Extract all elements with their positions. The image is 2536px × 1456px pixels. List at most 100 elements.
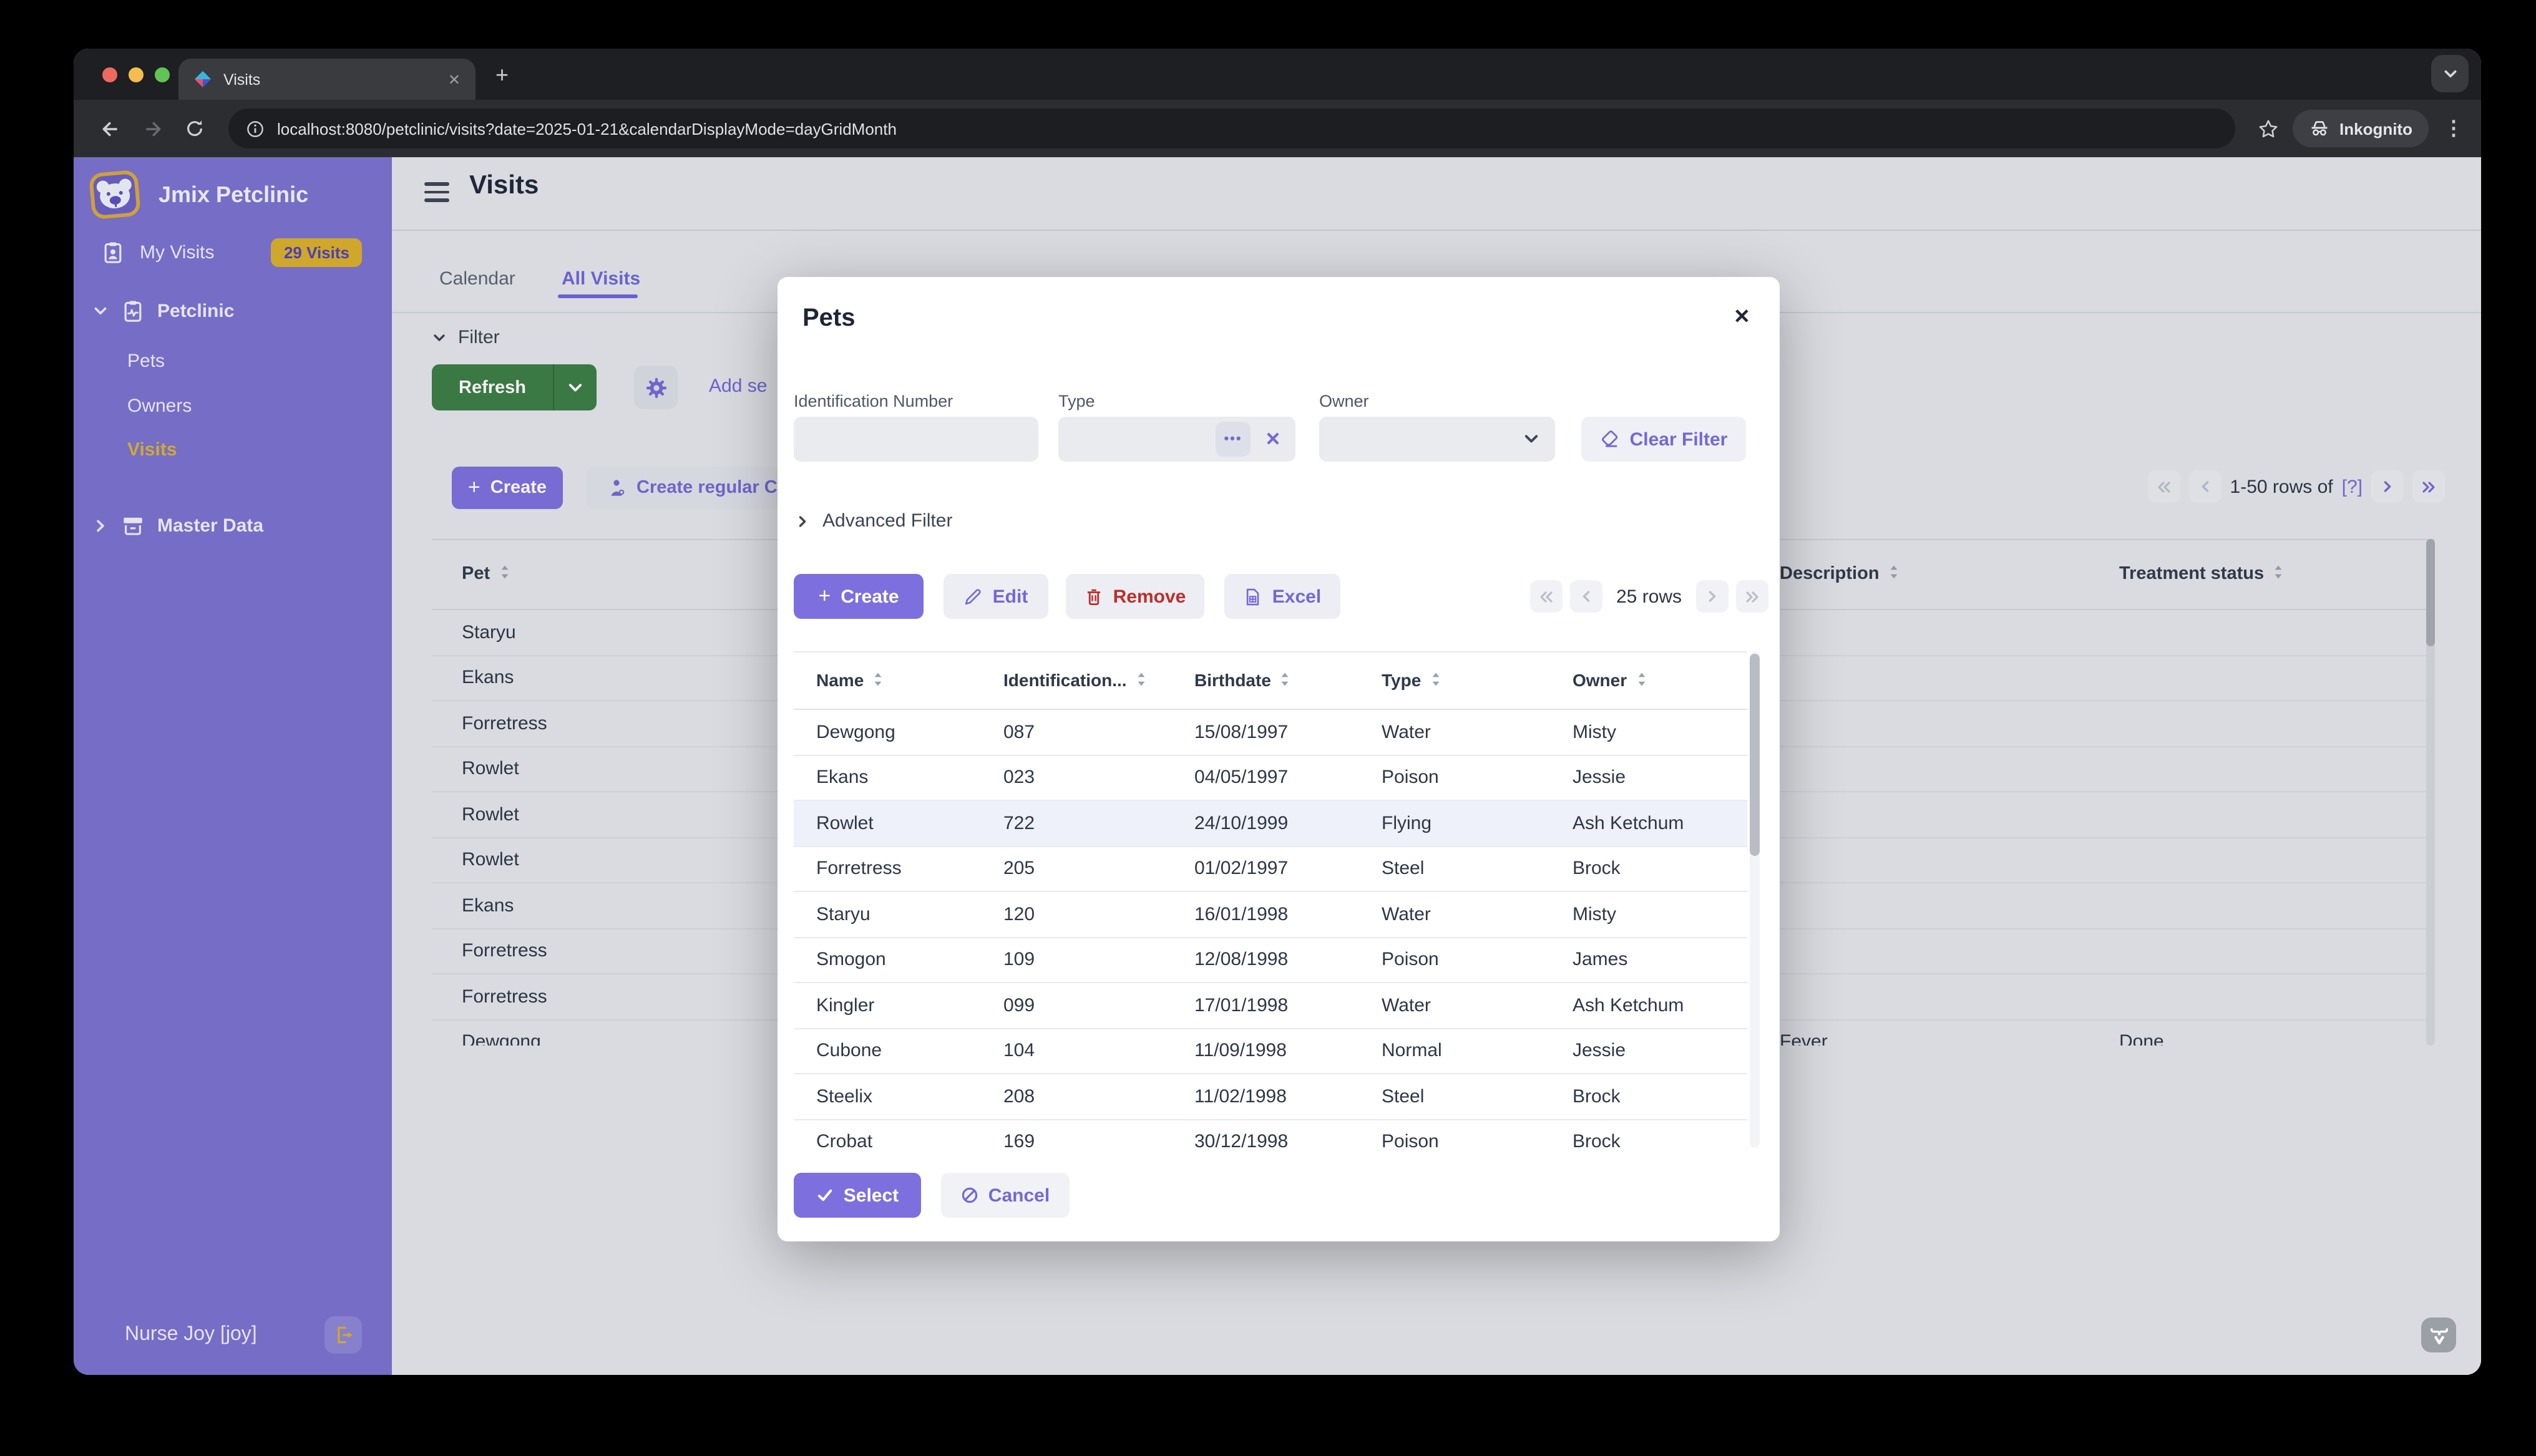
- cell-type: Poison: [1382, 1131, 1439, 1148]
- cell-owner: James: [1573, 949, 1628, 971]
- advanced-filter-toggle[interactable]: Advanced Filter: [795, 510, 952, 531]
- sidebar-item-my-visits[interactable]: My Visits 29 Visits: [74, 227, 392, 277]
- pets-table-row[interactable]: Cubone 104 11/09/1998 Normal Jessie: [794, 1029, 1747, 1074]
- pets-table-scrollbar[interactable]: [1750, 651, 1760, 1148]
- tab-search-button[interactable]: [2431, 55, 2469, 92]
- column-header-description[interactable]: Description: [1780, 564, 1900, 585]
- type-lookup-button[interactable]: •••: [1216, 422, 1251, 457]
- cell-type: Poison: [1382, 949, 1439, 971]
- pencil-icon: [964, 587, 983, 606]
- back-button[interactable]: [91, 110, 129, 147]
- type-picker-field[interactable]: ••• ✕: [1058, 417, 1295, 462]
- sidebar-group-master-data[interactable]: Master Data: [74, 502, 392, 549]
- cell-pet: Dewgong: [462, 1031, 541, 1046]
- incognito-badge: Inkognito: [2292, 110, 2429, 147]
- column-header-pet[interactable]: Pet: [462, 564, 510, 585]
- menu-toggle-button[interactable]: [424, 182, 449, 201]
- pets-table-row[interactable]: Steelix 208 11/02/1998 Steel Brock: [794, 1074, 1747, 1120]
- refresh-dropdown-button[interactable]: [553, 364, 597, 410]
- add-search-condition-link[interactable]: Add se: [709, 376, 768, 397]
- cancel-button[interactable]: Cancel: [941, 1173, 1070, 1218]
- identification-number-input[interactable]: [794, 417, 1038, 462]
- filter-collapse-toggle[interactable]: Filter: [432, 327, 500, 348]
- cell-owner: Jessie: [1573, 767, 1626, 789]
- tab-calendar[interactable]: Calendar: [439, 268, 515, 289]
- column-header-identification[interactable]: Identification...: [1003, 670, 1147, 691]
- jmix-favicon-icon: [194, 70, 212, 88]
- sidebar-item-owners[interactable]: Owners: [127, 383, 192, 428]
- last-page-button[interactable]: [1735, 580, 1768, 613]
- next-page-button[interactable]: [1695, 580, 1729, 613]
- address-bar[interactable]: localhost:8080/petclinic/visits?date=202…: [228, 109, 2235, 148]
- site-info-icon[interactable]: [246, 119, 265, 138]
- clear-filter-label: Clear Filter: [1629, 429, 1728, 450]
- pets-table-row[interactable]: Forretress 205 01/02/1997 Steel Brock: [794, 847, 1747, 892]
- refresh-button[interactable]: Refresh: [432, 364, 553, 410]
- excel-label: Excel: [1272, 586, 1322, 607]
- close-window-button[interactable]: [102, 67, 117, 82]
- close-tab-icon[interactable]: ✕: [447, 70, 461, 88]
- last-page-button[interactable]: [2412, 470, 2445, 503]
- next-page-button[interactable]: [2371, 470, 2404, 503]
- create-regular-label: Create regular C: [636, 478, 778, 498]
- edit-pet-button[interactable]: Edit: [944, 574, 1048, 619]
- logout-button[interactable]: [324, 1316, 362, 1354]
- previous-page-button[interactable]: [2188, 470, 2221, 503]
- first-page-button[interactable]: [2147, 470, 2180, 503]
- select-button[interactable]: Select: [794, 1173, 921, 1218]
- new-tab-button[interactable]: +: [495, 62, 509, 87]
- cell-owner: Brock: [1573, 1131, 1621, 1148]
- column-header-treatment-status[interactable]: Treatment status: [2119, 564, 2284, 585]
- pets-table-row[interactable]: Smogon 109 12/08/1998 Poison James: [794, 938, 1747, 983]
- forward-button[interactable]: [134, 110, 171, 147]
- reload-button[interactable]: [176, 110, 213, 147]
- pets-table-row[interactable]: Dewgong 087 15/08/1997 Water Misty: [794, 710, 1747, 755]
- column-header-name[interactable]: Name: [816, 670, 884, 691]
- column-header-birthdate[interactable]: Birthdate: [1194, 670, 1291, 691]
- browser-tab[interactable]: Visits ✕: [178, 59, 476, 100]
- clear-filter-button[interactable]: Clear Filter: [1581, 417, 1746, 462]
- visits-table-scrollbar[interactable]: [2426, 539, 2435, 1046]
- sidebar-item-visits[interactable]: Visits: [127, 427, 177, 472]
- minimize-window-button[interactable]: [129, 67, 144, 82]
- double-chevron-left-icon: [1538, 588, 1555, 604]
- cell-identification: 205: [1003, 858, 1035, 880]
- previous-page-button[interactable]: [1570, 580, 1602, 613]
- bookmark-button[interactable]: [2250, 110, 2287, 147]
- sidebar-item-pets[interactable]: Pets: [127, 338, 165, 383]
- pets-table-row[interactable]: Ekans 023 04/05/1997 Poison Jessie: [794, 755, 1747, 801]
- sort-icon: [1636, 671, 1647, 691]
- scrollbar-thumb[interactable]: [2426, 539, 2435, 646]
- pets-table-row[interactable]: Kingler 099 17/01/1998 Water Ash Ketchum: [794, 983, 1747, 1029]
- maximize-window-button[interactable]: [155, 67, 170, 82]
- sort-icon: [1280, 671, 1291, 691]
- close-dialog-icon[interactable]: ✕: [1734, 307, 1750, 328]
- remove-pet-button[interactable]: Remove: [1066, 574, 1204, 619]
- browser-menu-button[interactable]: ⋮: [2444, 119, 2464, 140]
- pets-table-row[interactable]: Staryu 120 16/01/1998 Water Misty: [794, 892, 1747, 938]
- chevron-left-icon: [1579, 589, 1594, 604]
- cell-owner: Ash Ketchum: [1573, 812, 1684, 834]
- chevron-down-icon: [2442, 66, 2458, 82]
- create-visit-button[interactable]: + Create: [452, 467, 563, 509]
- type-clear-button[interactable]: ✕: [1265, 429, 1281, 450]
- column-header-type[interactable]: Type: [1382, 670, 1441, 691]
- cell-pet: Forretress: [462, 712, 547, 734]
- sidebar-group-petclinic[interactable]: Petclinic: [74, 287, 392, 334]
- cell-description: Fever: [1780, 1031, 1828, 1046]
- rows-total-link[interactable]: [?]: [2341, 476, 2363, 497]
- pets-table-row-selected[interactable]: Rowlet 722 24/10/1999 Flying Ash Ketchum: [794, 801, 1747, 847]
- vaadin-debug-button[interactable]: [2421, 1318, 2456, 1352]
- cell-type: Water: [1382, 903, 1431, 925]
- excel-export-button[interactable]: Excel: [1224, 574, 1340, 619]
- pets-table-row[interactable]: Crobat 169 30/12/1998 Poison Brock: [794, 1120, 1747, 1148]
- table-row[interactable]: Dewgong Fever Done: [432, 1020, 2435, 1046]
- cell-name: Kingler: [816, 994, 875, 1016]
- create-pet-button[interactable]: + Create: [794, 574, 924, 619]
- owner-select[interactable]: [1319, 417, 1555, 462]
- first-page-button[interactable]: [1530, 580, 1563, 613]
- tab-all-visits[interactable]: All Visits: [562, 268, 641, 289]
- scrollbar-thumb[interactable]: [1750, 654, 1760, 856]
- filter-settings-button[interactable]: [634, 366, 678, 409]
- column-header-owner[interactable]: Owner: [1573, 670, 1647, 691]
